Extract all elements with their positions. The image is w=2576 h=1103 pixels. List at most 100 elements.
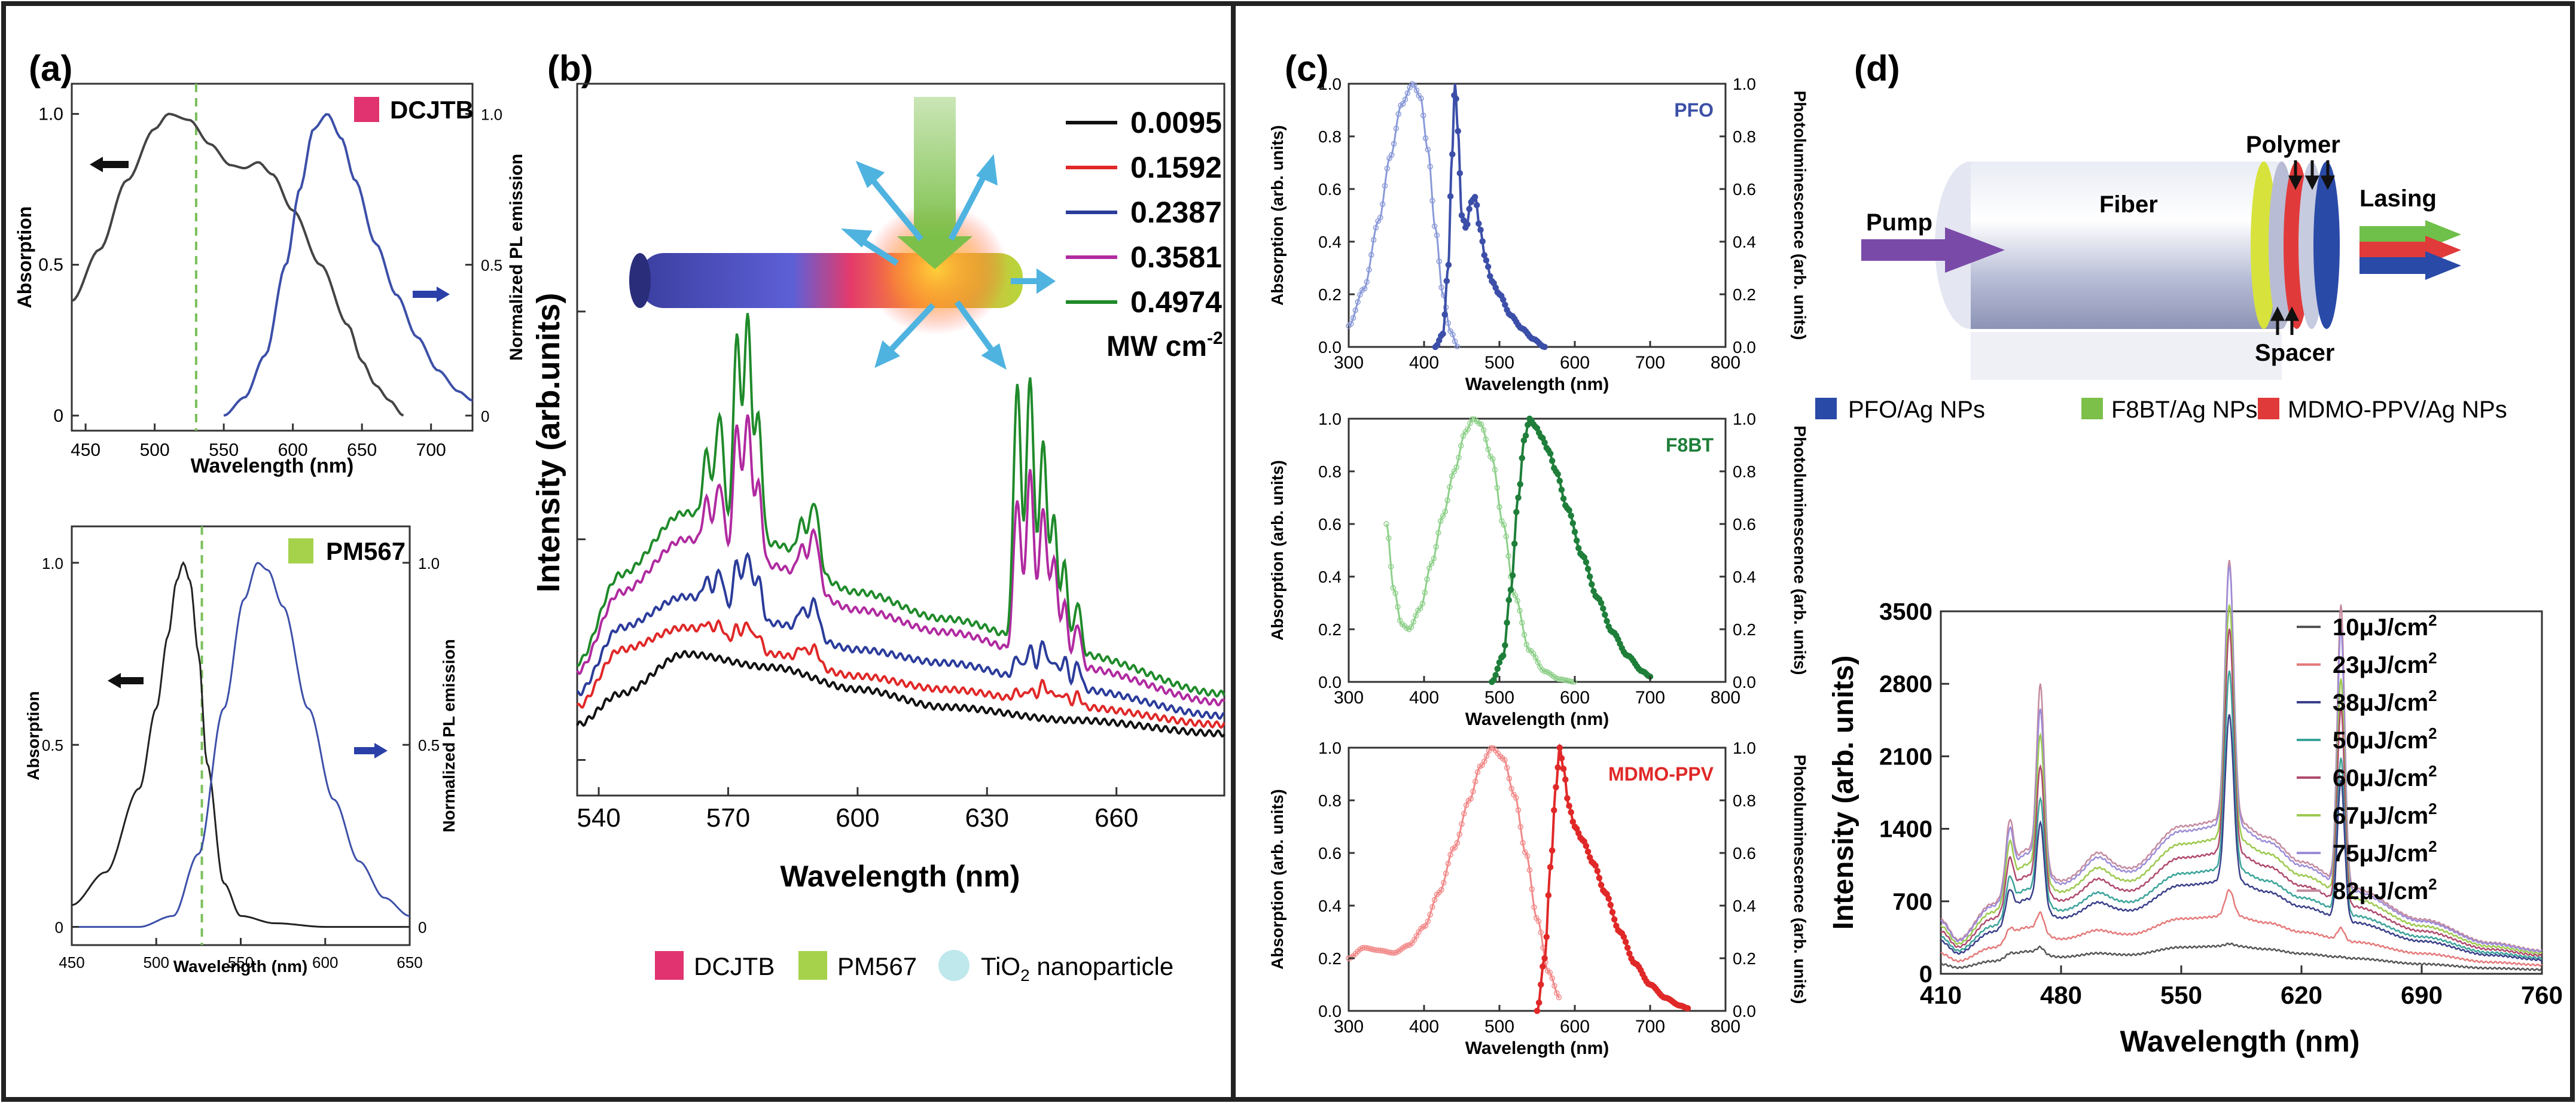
data-marker (1441, 311, 1448, 318)
data-marker (1573, 537, 1580, 544)
absorption-curve (71, 112, 404, 417)
x-tick-label: 500 (144, 953, 169, 971)
data-marker (1513, 508, 1520, 516)
y-tick-label-right: 0.5 (481, 257, 502, 275)
data-marker (1589, 581, 1595, 588)
data-marker (1370, 237, 1377, 243)
tio2-label: TiO2 nanoparticle (981, 952, 1173, 985)
data-marker (1440, 513, 1446, 519)
legend-label-0.2387: 0.2387 (1130, 196, 1222, 229)
x-tick-label: 500 (1484, 353, 1514, 373)
panel-b-ylabel: Intensity (arb.units) (531, 292, 566, 592)
data-marker (1467, 420, 1473, 426)
data-marker (1535, 659, 1541, 666)
series-line-0.0095 (576, 650, 1225, 738)
y-tick-label-left: 0 (53, 406, 63, 426)
series-line-0.4974 (576, 313, 1225, 698)
y-tick-label-left: 0.8 (1318, 791, 1342, 810)
y-tick-label-right: 0.8 (1733, 791, 1756, 810)
data-marker (1427, 912, 1433, 918)
mdmo-ag-swatch (2258, 398, 2279, 419)
data-marker (1348, 321, 1354, 327)
data-marker (1594, 867, 1601, 875)
panel-c-frame (1348, 83, 1727, 348)
series-line-0.1592 (576, 618, 1225, 729)
pfo-ag-label: PFO/Ag NPs (1848, 397, 1985, 423)
data-marker (1461, 811, 1467, 817)
y-tick-label-left: 1.0 (1318, 75, 1342, 93)
x-tick-label: 620 (2281, 981, 2322, 1009)
panel-a-top-plot-area (71, 84, 473, 431)
data-marker (1463, 802, 1470, 808)
pump-label: Pump (1866, 209, 1932, 236)
data-marker (1438, 886, 1444, 893)
pfo-ag-swatch (1815, 398, 1837, 419)
panel-a-top-chart: 450 500 550 600 650 700 0 0.5 1.0 0 0.5 1.0 DCJTB W… (14, 83, 526, 477)
y-tick-label-left: 1.0 (1318, 410, 1342, 428)
y-tick-label-right: 0.2 (1733, 620, 1756, 639)
panel-a-bottom-axes: 450 500 550 600 650 0 0.5 1.0 0 0.5 1.0 (42, 554, 440, 971)
data-marker (1566, 507, 1572, 514)
panel-b-xlabel: Wavelength (nm) (781, 860, 1020, 893)
x-tick-label: 690 (2401, 981, 2443, 1009)
legend-label-0.4974: 0.4974 (1130, 285, 1222, 319)
data-marker (1551, 983, 1557, 989)
data-marker (1474, 769, 1481, 775)
panel-a-top-axes: 450 500 550 600 650 700 0 0.5 1.0 0 0.5 1.0 (38, 104, 502, 460)
x-tick-label: 480 (2040, 981, 2082, 1009)
data-marker (1400, 100, 1406, 107)
data-marker (1465, 426, 1471, 432)
data-marker (1551, 807, 1557, 813)
data-marker (1520, 840, 1526, 846)
y-tick-label-left: 0.6 (1318, 515, 1342, 534)
data-marker (1496, 504, 1502, 510)
data-marker (1500, 652, 1507, 659)
data-marker (1476, 220, 1482, 227)
data-marker (1429, 904, 1435, 910)
x-tick-label: 570 (706, 803, 750, 833)
data-marker (1393, 126, 1400, 132)
data-marker (1481, 758, 1487, 764)
lasing-label: Lasing (2359, 185, 2437, 212)
data-marker (1505, 596, 1513, 604)
data-marker (1584, 848, 1592, 855)
data-marker (1425, 147, 1431, 153)
polymer-name-label: PFO (1674, 99, 1714, 121)
data-marker (1438, 284, 1444, 291)
data-marker (1422, 135, 1429, 141)
data-marker (1483, 753, 1490, 759)
legend-label-60: 60μJ/cm2 (2333, 762, 2437, 791)
data-marker (1428, 560, 1435, 566)
data-marker (1560, 495, 1567, 502)
data-marker (1435, 529, 1441, 536)
data-marker (1413, 613, 1419, 618)
data-marker (1431, 897, 1438, 903)
legend-label-0.3581: 0.3581 (1130, 240, 1222, 274)
layer-blue (2313, 162, 2340, 329)
data-marker (1379, 201, 1386, 208)
panel-b-label: (b) (547, 48, 593, 89)
y-tick-label-left: 0.4 (1318, 897, 1342, 915)
data-marker (1454, 840, 1461, 846)
y-tick-label-right: 1.0 (418, 554, 440, 572)
data-marker (1481, 252, 1488, 258)
panel-b: (b) 540 570 600 630 660 0.00950.15920.23870.… (531, 48, 1225, 985)
data-marker (1386, 535, 1392, 541)
data-marker (1402, 96, 1409, 102)
y-tick-label-right: 0.4 (1733, 233, 1756, 251)
data-marker (1391, 141, 1397, 147)
data-marker (1531, 904, 1537, 910)
data-marker (1478, 421, 1484, 428)
data-marker (1519, 620, 1525, 626)
data-marker (1598, 882, 1605, 888)
data-marker (1503, 534, 1510, 540)
panel-d-axes: 410 480 550 620 690 760 0 700 1400 2100 2800 3500 (1879, 599, 2563, 1009)
x-tick-label: 500 (1484, 688, 1514, 708)
panel-b-frame (576, 83, 1225, 797)
data-marker (1392, 590, 1398, 596)
data-marker (1373, 224, 1379, 231)
spectrum-line-82 (1940, 560, 2543, 952)
data-marker (1453, 95, 1459, 102)
y-tick-label-right: 1.0 (1733, 739, 1756, 757)
